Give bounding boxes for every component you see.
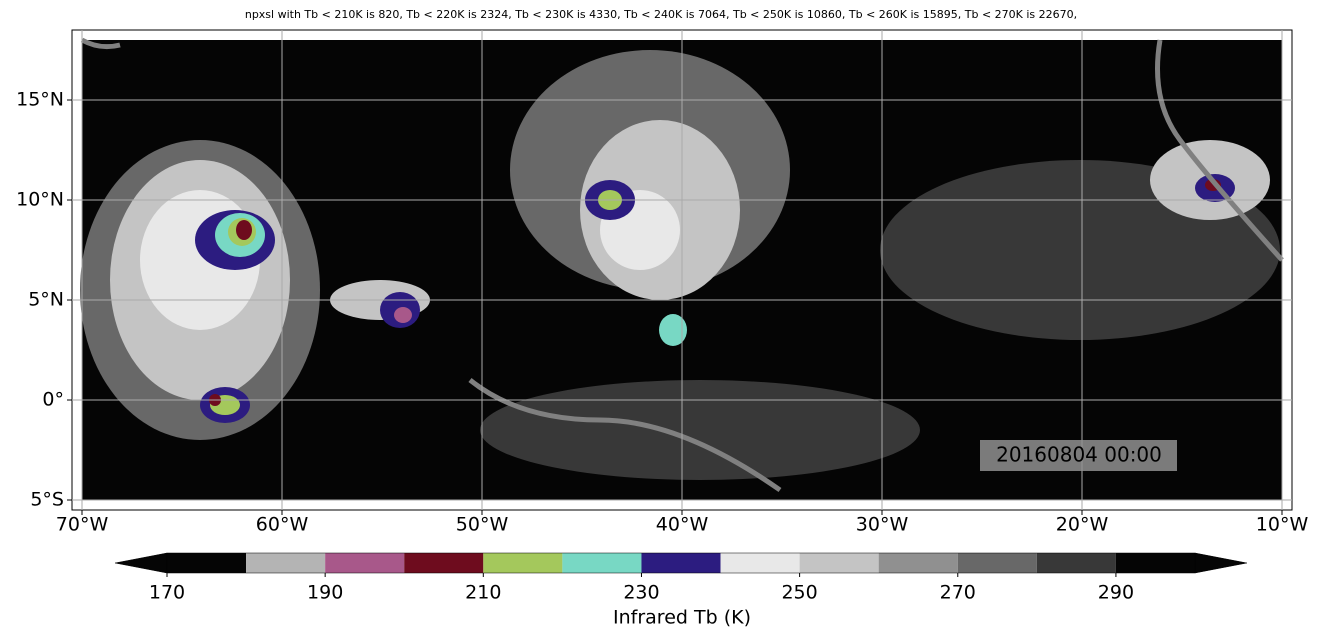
colorbar-segment bbox=[957, 553, 1037, 573]
colorbar-label: Infrared Tb (K) bbox=[613, 607, 751, 629]
y-tick-label: 5°N bbox=[28, 289, 64, 311]
colorbar-segment bbox=[246, 553, 326, 573]
colorbar: 170 190 210 230 250 270 290 bbox=[114, 552, 1248, 604]
colorbar-segment bbox=[1036, 553, 1116, 573]
colorbar-tick-label: 230 bbox=[623, 582, 659, 604]
x-tick-label: 30°W bbox=[856, 514, 909, 536]
colorbar-segment bbox=[404, 553, 484, 573]
title: npxsl with Tb < 210K is 820, Tb < 220K i… bbox=[245, 8, 1077, 21]
y-tick-label: 0° bbox=[42, 389, 64, 411]
y-tick-label: 15°N bbox=[16, 89, 64, 111]
y-tick-label: 10°N bbox=[16, 189, 64, 211]
colorbar-tick-label: 250 bbox=[781, 582, 817, 604]
colorbar-tick-label: 170 bbox=[149, 582, 185, 604]
x-tick-label: 70°W bbox=[56, 514, 109, 536]
satellite-imagery bbox=[80, 37, 1284, 500]
graticule bbox=[67, 30, 1292, 515]
colorbar-extend-high bbox=[1194, 552, 1248, 574]
colorbar-tick-label: 210 bbox=[465, 582, 501, 604]
timestamp-box bbox=[980, 440, 1177, 471]
x-tick-label: 50°W bbox=[456, 514, 509, 536]
colorbar-tick-label: 270 bbox=[940, 582, 976, 604]
x-tick-label: 10°W bbox=[1256, 514, 1309, 536]
colorbar-segment bbox=[562, 553, 642, 573]
x-tick-label: 60°W bbox=[256, 514, 309, 536]
x-tick-label: 20°W bbox=[1056, 514, 1109, 536]
colorbar-segment bbox=[878, 553, 958, 573]
colorbar-segment bbox=[167, 553, 247, 573]
colorbar-segment bbox=[483, 553, 563, 573]
x-tick-label: 40°W bbox=[656, 514, 709, 536]
colorbar-tick-label: 290 bbox=[1098, 582, 1134, 604]
colorbar-extend-low bbox=[114, 552, 168, 574]
colorbar-segment bbox=[720, 553, 800, 573]
y-tick-label: 5°S bbox=[30, 489, 64, 511]
colorbar-segment bbox=[641, 553, 721, 573]
colorbar-tick-label: 190 bbox=[307, 582, 343, 604]
colorbar-segment bbox=[799, 553, 879, 573]
colorbar-outline bbox=[166, 552, 1196, 574]
timestamp: 20160804 00:00 bbox=[996, 443, 1162, 467]
colorbar-segment bbox=[1115, 553, 1195, 573]
colorbar-segment bbox=[325, 553, 405, 573]
